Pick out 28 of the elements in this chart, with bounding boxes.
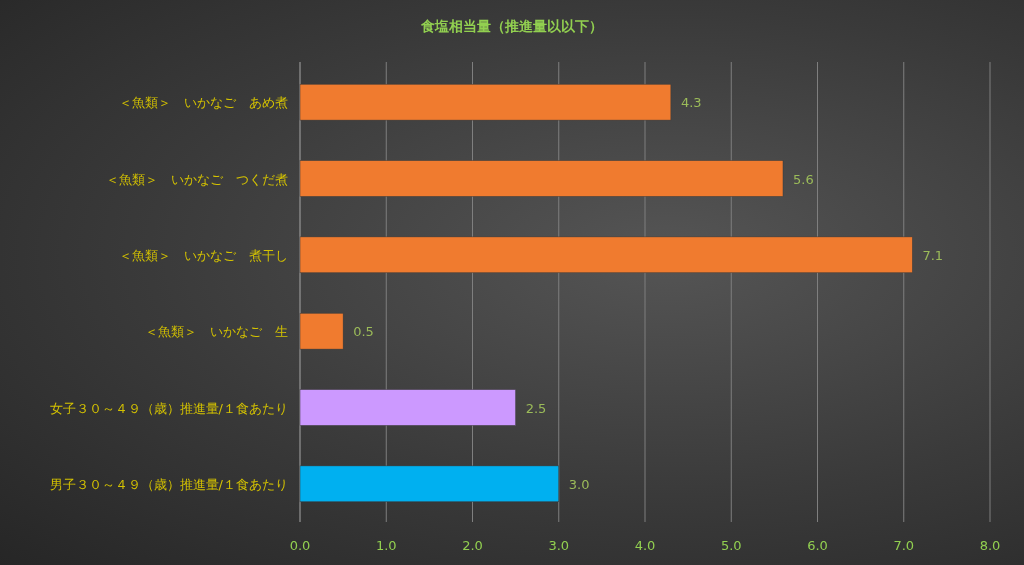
bar	[299, 160, 784, 197]
bar	[299, 389, 516, 426]
bar	[299, 236, 913, 274]
y-tick-label: 男子３０～４９（歳）推進量/１食あたり	[49, 476, 288, 492]
x-tick-label: 3.0	[548, 538, 570, 553]
y-tick-label: ＜魚類＞ いかなご つくだ煮	[106, 171, 288, 187]
bar	[299, 465, 559, 503]
x-tick-label: 7.0	[893, 538, 915, 553]
y-tick-label: ＜魚類＞ いかなご あめ煮	[119, 95, 288, 111]
data-label: 2.5	[525, 400, 547, 416]
x-tick-label: 2.0	[462, 538, 483, 553]
bar	[299, 83, 672, 121]
bar	[299, 312, 344, 350]
x-tick-label: 5.0	[720, 538, 742, 553]
data-label: 7.1	[922, 247, 944, 263]
data-label: 0.5	[353, 324, 374, 340]
y-tick-label: ＜魚類＞ いかなご 生	[145, 324, 288, 340]
x-tick-label: 1.0	[375, 538, 397, 553]
x-tick-label: 6.0	[807, 538, 828, 553]
data-label: 4.3	[680, 95, 702, 111]
data-label: 3.0	[568, 476, 590, 492]
y-tick-label: 女子３０～４９（歳）推進量/１食あたり	[49, 400, 288, 416]
x-tick-label: 4.0	[634, 538, 656, 553]
y-tick-label: ＜魚類＞ いかなご 煮干し	[119, 247, 288, 263]
chart-title: 食塩相当量（推進量以以下）	[420, 18, 603, 34]
data-label: 5.6	[793, 171, 814, 187]
x-tick-label: 0.0	[289, 538, 311, 553]
x-tick-label: 8.0	[979, 538, 1001, 553]
